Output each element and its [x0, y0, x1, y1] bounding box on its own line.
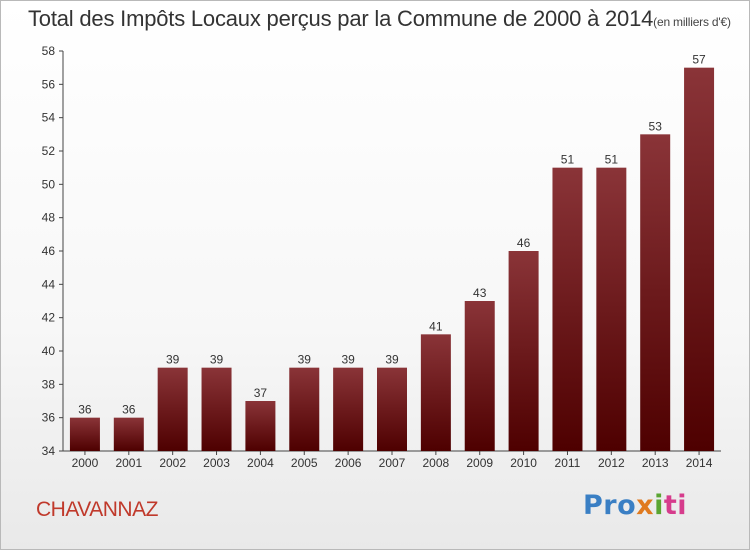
proxiti-logo: Proxiti [583, 490, 687, 521]
bar [245, 401, 276, 451]
data-label: 51 [561, 153, 575, 167]
logo-part-3: i [654, 490, 664, 521]
x-tick-label: 2012 [598, 456, 625, 470]
unit-note: (en milliers d'€) [653, 15, 731, 29]
bar [640, 134, 671, 452]
y-tick-label: 50 [42, 177, 56, 191]
y-tick-label: 38 [42, 377, 56, 391]
logo-part-2: x [636, 490, 655, 521]
bar [69, 417, 100, 451]
bar [508, 251, 539, 451]
bar [333, 367, 364, 451]
bar [552, 167, 583, 451]
bar [464, 301, 495, 451]
x-tick-label: 2014 [686, 456, 713, 470]
y-tick-label: 44 [42, 277, 56, 291]
bar [420, 334, 451, 451]
y-tick-label: 48 [42, 211, 56, 225]
title-text: Total des Impôts Locaux perçus par la Co… [28, 6, 654, 31]
y-tick-label: 46 [42, 244, 56, 258]
data-label: 39 [385, 353, 399, 367]
data-label: 53 [649, 119, 663, 133]
y-tick-label: 52 [42, 144, 56, 158]
data-label: 39 [210, 353, 224, 367]
x-tick-label: 2009 [466, 456, 493, 470]
x-tick-label: 2007 [379, 456, 406, 470]
bar [201, 367, 232, 451]
x-tick-label: 2004 [247, 456, 274, 470]
chart-axes: 34 36 38 40 42 44 46 48 50 52 54 56 58 2000 2001 2002 20… [42, 44, 721, 470]
data-label: 39 [298, 353, 312, 367]
bar [289, 367, 320, 451]
chart-labels: 36 36 39 39 37 39 39 39 41 43 46 51 51 53 57 [78, 53, 706, 417]
x-tick-label: 2013 [642, 456, 669, 470]
y-tick-label: 40 [42, 344, 56, 358]
x-tick-label: 2008 [423, 456, 450, 470]
data-label: 43 [473, 286, 487, 300]
x-tick-label: 2011 [555, 456, 581, 470]
bar [684, 67, 715, 452]
y-tick-label: 36 [42, 411, 56, 425]
x-tick-label: 2010 [510, 456, 537, 470]
logo-part-1: Pro [583, 490, 637, 521]
x-tick-label: 2006 [335, 456, 362, 470]
commune-name: CHAVANNAZ [36, 498, 158, 521]
x-tick-label: 2005 [291, 456, 318, 470]
data-label: 39 [341, 353, 355, 367]
data-label: 37 [254, 386, 268, 400]
chart-bars [69, 67, 715, 452]
bar [596, 167, 627, 451]
x-tick-label: 2000 [72, 456, 99, 470]
data-label: 39 [166, 353, 180, 367]
data-label: 57 [692, 53, 706, 67]
x-tick-label: 2001 [115, 456, 142, 470]
data-label: 41 [429, 319, 443, 333]
data-label: 51 [605, 153, 619, 167]
x-tick-label: 2003 [203, 456, 230, 470]
x-tick-label: 2002 [159, 456, 186, 470]
data-label: 36 [122, 403, 136, 417]
y-tick-label: 54 [42, 111, 56, 125]
y-tick-label: 34 [42, 444, 56, 458]
y-tick-label: 58 [42, 44, 56, 58]
bar [377, 367, 407, 451]
logo-part-4: ti [663, 490, 688, 521]
bar [113, 417, 144, 451]
y-tick-label: 42 [42, 311, 56, 325]
chart-title: Total des Impôts Locaux perçus par la Co… [28, 6, 743, 32]
data-label: 36 [78, 403, 92, 417]
data-label: 46 [517, 236, 531, 250]
y-tick-label: 56 [42, 77, 56, 91]
bar [157, 367, 188, 451]
